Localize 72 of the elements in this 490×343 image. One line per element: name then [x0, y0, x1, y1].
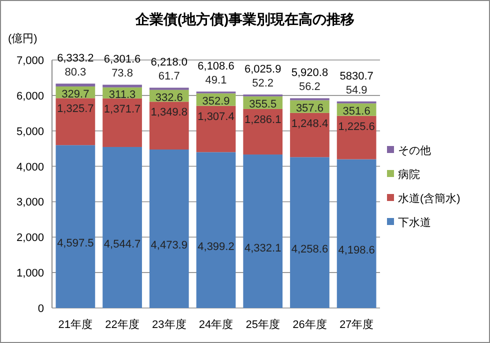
data-label: 1,325.7: [57, 103, 94, 116]
data-label: 1,349.8: [150, 106, 188, 119]
data-label: 4,198.6: [338, 244, 375, 257]
data-label: 1,371.7: [104, 103, 141, 116]
total-label: 6,025.9: [244, 64, 282, 76]
legend-label: 水道(含簡水): [398, 192, 460, 205]
bar: [196, 106, 236, 152]
bar: [102, 84, 142, 88]
data-label: 1,248.4: [291, 118, 328, 130]
y-tick-label: 1,000: [16, 268, 44, 280]
data-label: 1,225.6: [338, 120, 375, 133]
data-label: 52.2: [252, 78, 274, 90]
data-label: 311.3: [108, 88, 136, 101]
y-tick-label: 7,000: [16, 55, 44, 67]
chart-title: 企業債(地方債)事業別現在高の推移: [134, 11, 355, 27]
y-tick-label: 0: [38, 303, 44, 315]
bar: [149, 149, 189, 308]
bar: [56, 145, 96, 308]
data-label: 4,399.2: [198, 241, 234, 254]
data-label: 1,307.4: [198, 110, 234, 123]
bar: [149, 102, 189, 150]
bar: [102, 146, 142, 308]
bar: [336, 159, 376, 308]
bar: [196, 152, 236, 308]
data-label: 351.6: [342, 106, 370, 118]
bar: [56, 84, 96, 86]
legend-label: 病院: [398, 168, 420, 181]
y-tick-label: 4,000: [16, 161, 44, 174]
bar: [243, 154, 283, 308]
data-label: 357.6: [296, 102, 324, 115]
bar: [290, 112, 330, 158]
data-label: 56.2: [299, 81, 320, 94]
data-label: 49.1: [205, 74, 227, 87]
x-tick-label: 24年度: [198, 318, 234, 331]
x-tick-label: 25年度: [246, 318, 280, 331]
total-label: 6,218.0: [150, 56, 188, 69]
bar: [102, 98, 142, 147]
total-label: 6,301.6: [104, 54, 141, 66]
bar: [243, 108, 283, 155]
data-label: 54.9: [346, 84, 368, 96]
y-tick-label: 5,000: [16, 126, 44, 138]
total-label: 6,108.6: [198, 60, 234, 73]
legend-label: 下水道: [398, 216, 431, 229]
bar: [290, 157, 330, 308]
x-tick-label: 27年度: [339, 318, 374, 331]
data-label: 4,258.6: [291, 244, 328, 256]
x-tick-label: 23年度: [152, 318, 186, 331]
data-label: 355.5: [249, 98, 277, 111]
data-label: 80.3: [64, 66, 86, 79]
bar: [336, 116, 376, 160]
data-label: 61.7: [158, 70, 180, 83]
total-label: 5,920.8: [291, 67, 328, 80]
data-label: 4,332.1: [244, 242, 282, 254]
y-tick-label: 3,000: [16, 196, 44, 209]
total-label: 6,333.2: [57, 52, 94, 65]
bar: [56, 98, 96, 146]
y-tick-label: 6,000: [16, 90, 44, 102]
data-label: 4,473.9: [150, 240, 188, 252]
data-label: 352.9: [202, 96, 230, 108]
data-label: 1,286.1: [244, 114, 282, 126]
y-tick-label: 2,000: [16, 232, 44, 244]
legend-label: その他: [398, 145, 431, 157]
data-label: 4,544.7: [104, 238, 141, 250]
y-axis-title: (億円): [8, 32, 38, 45]
data-label: 4,597.5: [57, 238, 94, 250]
data-label: 329.7: [62, 88, 90, 100]
x-tick-label: 26年度: [292, 318, 327, 331]
data-label: 332.6: [155, 92, 183, 104]
total-label: 5830.7: [340, 70, 374, 82]
x-tick-label: 21年度: [58, 318, 93, 331]
data-label: 73.8: [112, 68, 133, 80]
x-tick-label: 22年度: [105, 318, 140, 331]
